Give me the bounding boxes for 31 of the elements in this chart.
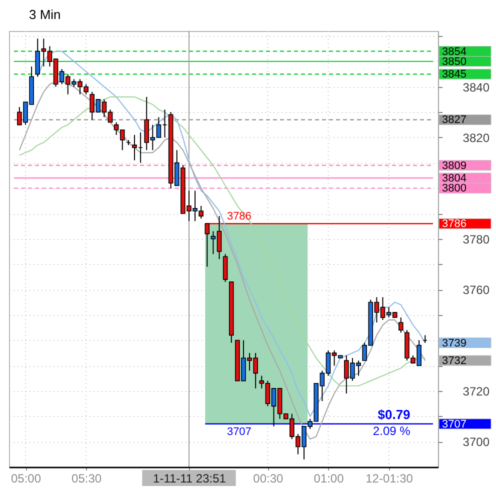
ref-line-label: 3707 xyxy=(442,418,466,430)
ref-line-label: 3845 xyxy=(442,68,466,81)
ref-line-label: 3809 xyxy=(442,160,466,172)
candlestick xyxy=(204,223,210,268)
candlestick xyxy=(222,254,228,282)
ref-line-label: 3854 xyxy=(442,46,466,58)
ref-line-label: 3786 xyxy=(442,218,466,230)
chart-title: 3 Min xyxy=(29,7,61,22)
data-label: 3739 xyxy=(442,337,466,350)
annotation: 3707 xyxy=(226,426,252,438)
x-tick-label: 00:30 xyxy=(253,472,284,486)
y-tick-label: 3780 xyxy=(462,232,490,246)
y-tick-label: 3840 xyxy=(462,80,490,94)
annotation: 3786 xyxy=(226,210,252,223)
y-tick-label: 3760 xyxy=(462,283,490,298)
y-tick-label: 3700 xyxy=(462,435,490,450)
x-tick-label: 05:00 xyxy=(10,472,42,486)
y-tick-label: 3720 xyxy=(462,384,490,398)
annotation: $0.79 xyxy=(378,406,410,422)
ref-line-label: 3804 xyxy=(442,172,466,185)
ref-line-label: 3800 xyxy=(442,182,466,195)
x-tick-label: 12-01:30 xyxy=(366,472,414,486)
x-tick-label: 01:00 xyxy=(314,472,344,486)
x-tick-label: 05:30 xyxy=(72,472,102,486)
y-tick-label: 3820 xyxy=(462,130,490,145)
candlestick xyxy=(398,316,404,334)
x-tick-label: 1-11-11 23:51 xyxy=(153,472,226,486)
data-label: 3732 xyxy=(442,355,466,368)
annotation: 2.09 % xyxy=(372,424,411,438)
ref-line-label: 3827 xyxy=(442,114,466,126)
ref-line-label: 3850 xyxy=(442,56,466,68)
